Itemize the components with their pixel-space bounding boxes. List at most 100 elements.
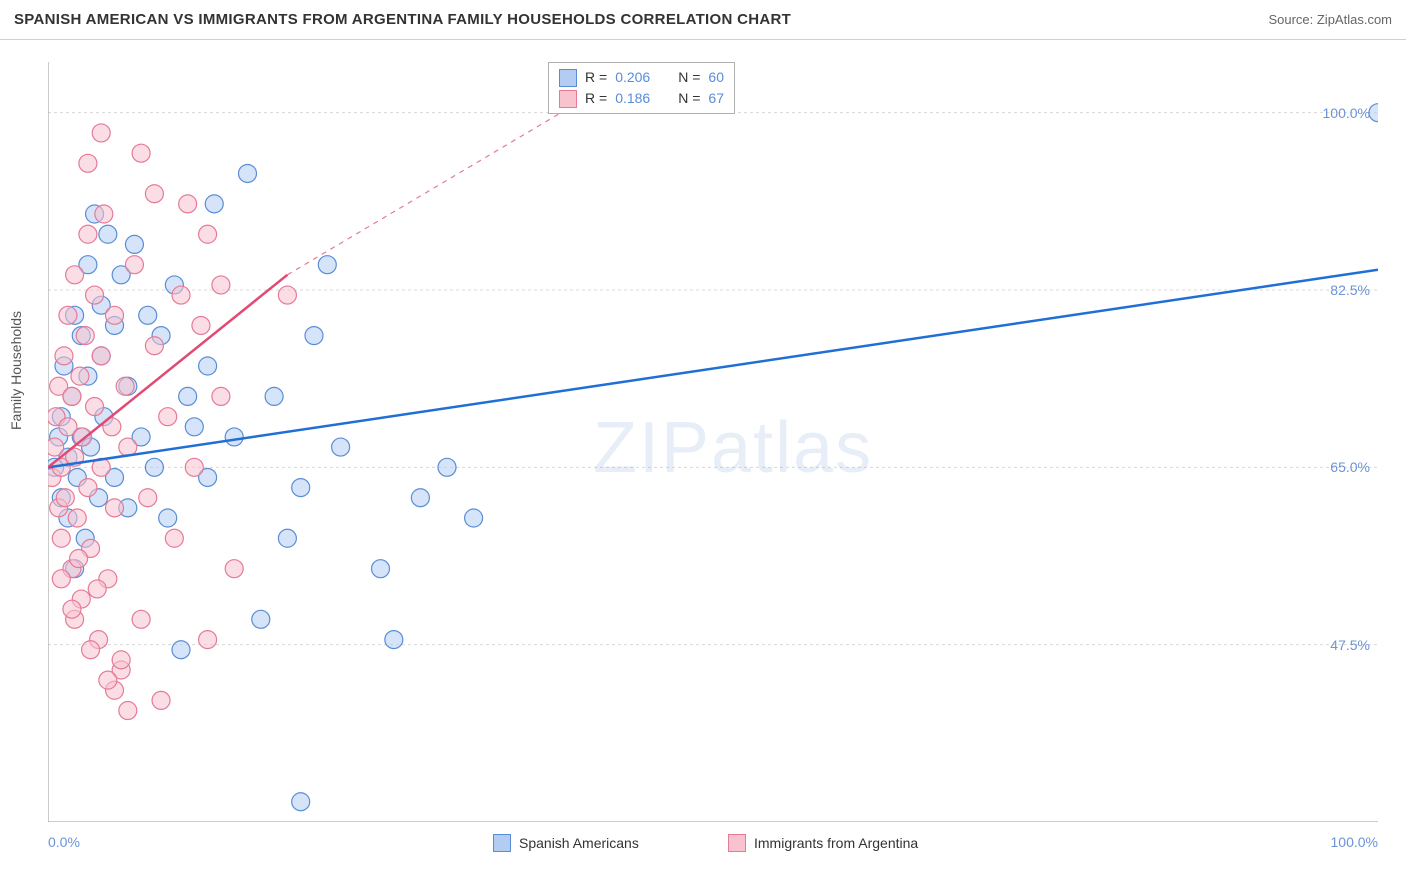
data-point [95,205,113,223]
data-point [48,438,64,456]
n-value: 67 [708,88,724,109]
data-point [411,489,429,507]
legend-item: Spanish Americans [493,834,639,852]
data-point [52,529,70,547]
data-point [1369,104,1378,122]
n-value: 60 [708,67,724,88]
data-point [59,306,77,324]
data-point [82,641,100,659]
data-point [139,306,157,324]
data-point [159,408,177,426]
data-point [159,509,177,527]
chart-header: SPANISH AMERICAN VS IMMIGRANTS FROM ARGE… [0,0,1406,40]
data-point [66,266,84,284]
x-tick-max: 100.0% [1331,834,1378,850]
chart-title: SPANISH AMERICAN VS IMMIGRANTS FROM ARGE… [14,11,791,28]
x-tick-min: 0.0% [48,834,80,850]
r-value: 0.206 [615,67,650,88]
data-point [63,600,81,618]
r-value: 0.186 [615,88,650,109]
scatter-plot [48,62,1378,822]
data-point [172,286,190,304]
data-point [132,610,150,628]
data-point [225,428,243,446]
data-point [125,235,143,253]
trend-line-spanish [48,270,1378,468]
y-tick-label: 100.0% [1323,105,1370,121]
data-point [278,286,296,304]
data-point [239,164,257,182]
data-point [165,529,183,547]
data-point [99,671,117,689]
data-point [55,347,73,365]
data-point [199,357,217,375]
data-point [112,651,130,669]
data-point [86,286,104,304]
data-point [199,631,217,649]
correlation-stats-box: R = 0.206 N = 60R = 0.186 N = 67 [548,62,735,114]
data-point [318,256,336,274]
data-point [305,327,323,345]
data-point [438,458,456,476]
data-point [145,185,163,203]
data-point [86,398,104,416]
data-point [212,276,230,294]
data-point [332,438,350,456]
data-point [70,550,88,568]
legend-swatch [493,834,511,852]
stats-row: R =0.186N =67 [559,88,724,109]
legend-swatch [728,834,746,852]
data-point [212,387,230,405]
y-tick-label: 47.5% [1330,637,1370,653]
data-point [106,306,124,324]
data-point [68,509,86,527]
data-point [116,377,134,395]
data-point [125,256,143,274]
data-point [106,499,124,517]
data-point [79,479,97,497]
y-tick-label: 82.5% [1330,282,1370,298]
data-point [192,316,210,334]
data-point [205,195,223,213]
data-point [179,195,197,213]
legend-label: Spanish Americans [519,835,639,851]
data-point [152,691,170,709]
data-point [145,458,163,476]
y-axis-label: Family Households [8,311,24,430]
data-point [185,418,203,436]
data-point [63,387,81,405]
r-label: R = [585,88,607,109]
data-point [88,580,106,598]
data-point [76,327,94,345]
legend-swatch [559,69,577,87]
legend-label: Immigrants from Argentina [754,835,918,851]
data-point [79,154,97,172]
data-point [252,610,270,628]
n-label: N = [678,67,700,88]
data-point [99,225,117,243]
data-point [372,560,390,578]
data-point [132,144,150,162]
data-point [179,387,197,405]
data-point [71,367,89,385]
data-point [225,560,243,578]
data-point [145,337,163,355]
data-point [172,641,190,659]
data-point [292,479,310,497]
legend-swatch [559,90,577,108]
data-point [278,529,296,547]
legend-item: Immigrants from Argentina [728,834,918,852]
data-point [92,347,110,365]
data-point [199,225,217,243]
source-attribution: Source: ZipAtlas.com [1268,12,1392,27]
data-point [185,458,203,476]
data-point [465,509,483,527]
stats-row: R = 0.206 N = 60 [559,67,724,88]
data-point [292,793,310,811]
chart-area: ZIPatlas R =0.206N =60R =0.186N =67 0.0%… [48,62,1378,822]
r-label: R = [585,67,607,88]
y-tick-label: 65.0% [1330,459,1370,475]
data-point [139,489,157,507]
data-point [119,702,137,720]
data-point [56,489,74,507]
